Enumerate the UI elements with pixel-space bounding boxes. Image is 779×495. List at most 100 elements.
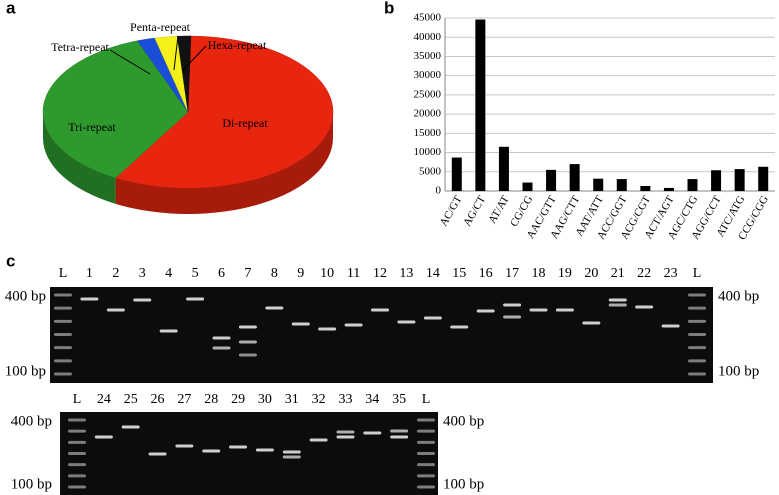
y-tick-label: 0: [436, 185, 442, 197]
lane-label: 6: [218, 266, 225, 281]
gel-band: [238, 353, 257, 357]
gel-band: [555, 308, 574, 312]
leader-line: [109, 49, 151, 75]
bar: [522, 182, 533, 191]
lane-label: 27: [177, 392, 191, 407]
leader-line: [182, 45, 207, 71]
pie-side: [115, 112, 334, 214]
gel-band: [238, 325, 257, 329]
leader-line: [173, 35, 179, 71]
gel-band: [80, 297, 99, 301]
pie-label: Tetra-repeat: [51, 40, 109, 54]
pie-label: Di-repeat: [222, 116, 268, 130]
y-tick-label: 45000: [414, 12, 442, 24]
gel-band: [336, 435, 355, 439]
gel-band: [159, 329, 178, 333]
lane-label: 25: [124, 392, 138, 407]
lane-label: 31: [285, 392, 299, 407]
gel-band: [54, 359, 72, 363]
gel-band: [503, 303, 522, 307]
gel-band: [255, 448, 274, 452]
gel-band: [68, 485, 86, 489]
lane-label: 32: [312, 392, 326, 407]
gel-band: [390, 429, 409, 433]
lane-label: 23: [664, 266, 678, 281]
lane-label: 13: [399, 266, 413, 281]
gel-band: [175, 444, 194, 448]
lane-label: 4: [165, 266, 172, 281]
gel-band: [529, 308, 548, 312]
size-label: 400 bp: [443, 413, 484, 429]
bar: [640, 186, 651, 191]
gel-band: [390, 435, 409, 439]
gel-band: [94, 435, 113, 439]
gel-band: [106, 308, 125, 312]
gel-band: [582, 321, 601, 325]
gel-band: [309, 438, 328, 442]
pie-slice: [42, 40, 189, 179]
gel-band: [68, 429, 86, 433]
pie-slice: [176, 35, 192, 113]
gel-band: [688, 306, 706, 310]
lane-label: 14: [426, 266, 440, 281]
gel-image: [60, 412, 438, 495]
gel-band: [417, 474, 435, 478]
gel-image: [50, 287, 713, 383]
size-label: 400 bp: [718, 288, 759, 304]
gel-band: [265, 306, 284, 310]
lane-label: 33: [338, 392, 352, 407]
gel-band: [635, 305, 654, 309]
lane-label: L: [693, 266, 702, 281]
gel-band: [238, 340, 257, 344]
gel-band: [121, 425, 140, 429]
gel-band: [397, 320, 416, 324]
lane-label: 34: [365, 392, 379, 407]
pie-label: Hexa-repeat: [208, 38, 267, 52]
y-tick-label: 5000: [419, 165, 442, 177]
gel-band: [202, 449, 221, 453]
lane-label: 8: [271, 266, 278, 281]
gels: L 1 2 3 4 5 6 7 8 9 10 11 12 13 14 15 16 17 18 19 20 21 22 23 L4…: [5, 266, 760, 492]
gel-band: [503, 315, 522, 319]
size-label: 100 bp: [5, 363, 46, 379]
gel-band: [417, 463, 435, 467]
lane-label: 21: [611, 266, 625, 281]
panel-label: c: [6, 251, 15, 270]
bar: [734, 169, 745, 191]
gel-band: [344, 323, 363, 327]
x-tick-label: AT/AT: [486, 194, 512, 226]
size-label: 100 bp: [11, 476, 52, 492]
gel-band: [68, 440, 86, 444]
lane-label: 35: [392, 392, 406, 407]
lane-label: 1: [86, 266, 93, 281]
gel-band: [282, 450, 301, 454]
lane-label: 19: [558, 266, 572, 281]
y-tick-label: 35000: [414, 50, 442, 62]
gel-band: [229, 445, 248, 449]
gel-band: [688, 333, 706, 336]
gel-band: [68, 463, 86, 467]
lane-label: 10: [320, 266, 334, 281]
gel-band: [661, 324, 680, 328]
gel-band: [608, 298, 627, 302]
gel-band: [318, 327, 337, 331]
gel-band: [54, 293, 72, 297]
gel-band: [450, 325, 469, 329]
bar: [711, 170, 722, 191]
lane-label: L: [59, 266, 68, 281]
gel-band: [608, 303, 627, 307]
bar: [451, 157, 462, 191]
y-tick-label: 20000: [414, 108, 442, 120]
lane-label: 29: [231, 392, 245, 407]
lane-label: 5: [192, 266, 199, 281]
lane-label: 22: [637, 266, 651, 281]
gel-band: [417, 452, 435, 455]
gel-band: [54, 319, 72, 323]
lane-label: 26: [151, 392, 165, 407]
size-label: 100 bp: [443, 476, 484, 492]
bar: [569, 164, 580, 191]
y-tick-label: 10000: [414, 146, 442, 158]
gel-band: [68, 418, 86, 422]
y-tick-label: 15000: [414, 127, 442, 139]
